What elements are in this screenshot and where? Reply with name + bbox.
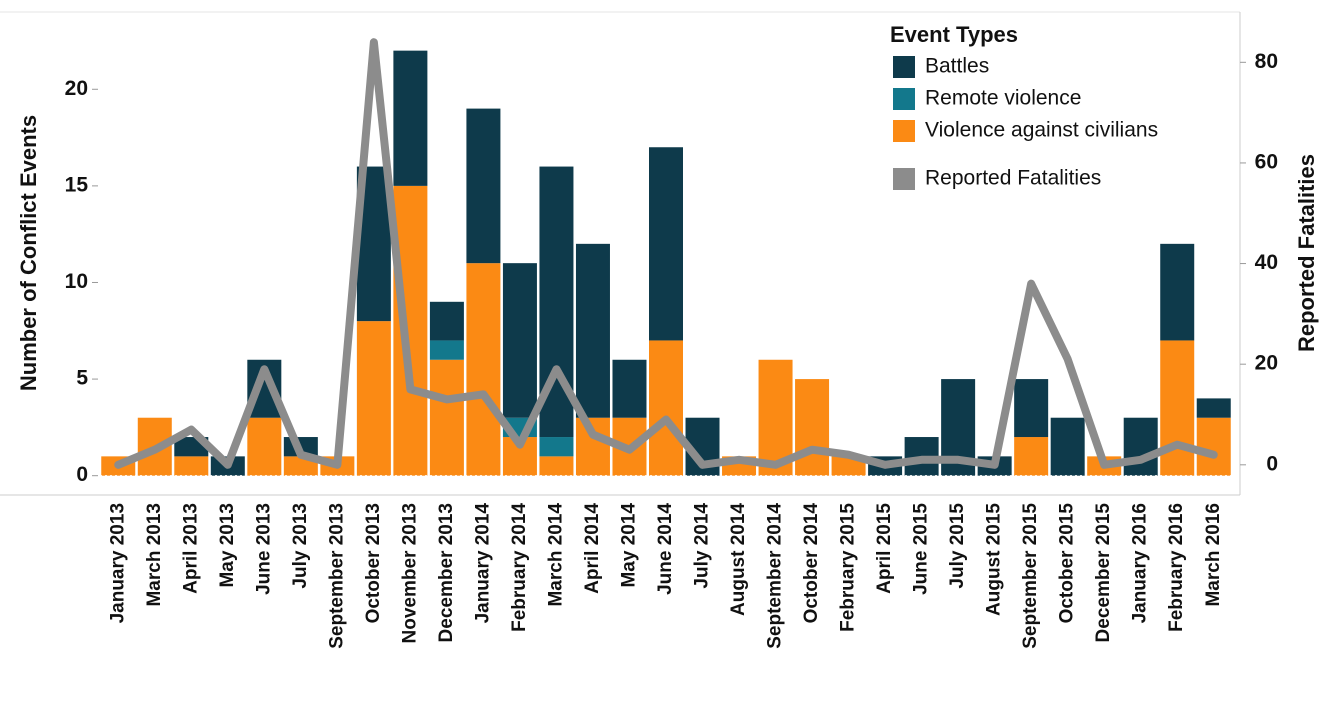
y-tick-label: 0 xyxy=(76,463,88,486)
bar-segment xyxy=(539,456,574,476)
bar-segment xyxy=(393,185,428,476)
legend-label: Battles xyxy=(925,55,989,78)
legend-label: Remote violence xyxy=(925,87,1081,110)
legend-swatch xyxy=(893,56,915,78)
x-tick-label: January 2014 xyxy=(472,503,493,624)
y2-tick-label: 0 xyxy=(1266,452,1278,475)
y2-tick-label: 20 xyxy=(1255,352,1278,375)
bar-segment xyxy=(174,456,209,476)
y-tick-label: 15 xyxy=(65,173,89,196)
y2-tick-label: 40 xyxy=(1255,251,1278,274)
x-tick-label: April 2013 xyxy=(180,503,201,594)
x-tick-label: June 2014 xyxy=(655,503,676,595)
y-tick-label: 10 xyxy=(65,270,88,293)
x-tick-label: September 2015 xyxy=(1020,503,1041,649)
x-tick-label: February 2014 xyxy=(509,503,530,632)
bar-segment xyxy=(649,147,683,341)
bar-segment xyxy=(429,340,464,360)
legend-label: Violence against civilians xyxy=(925,119,1158,142)
legend-label: Reported Fatalities xyxy=(925,167,1101,190)
x-tick-label: December 2015 xyxy=(1093,503,1114,643)
bar-segment xyxy=(466,108,501,264)
bar-segment xyxy=(1014,437,1049,476)
x-tick-label: November 2013 xyxy=(399,503,420,643)
x-tick-label: October 2015 xyxy=(1057,503,1078,624)
bar-segment xyxy=(466,263,501,476)
bar-segment xyxy=(539,437,574,457)
x-tick-label: January 2013 xyxy=(107,503,128,623)
x-tick-label: July 2015 xyxy=(947,503,968,589)
bar-segment xyxy=(1014,379,1049,438)
bar-segment xyxy=(575,417,610,476)
x-tick-label: June 2015 xyxy=(911,503,932,595)
bar-segment xyxy=(429,359,464,476)
legend-swatch xyxy=(893,120,915,142)
x-tick-label: October 2014 xyxy=(801,503,822,624)
x-tick-label: May 2014 xyxy=(618,503,639,588)
bar-segment xyxy=(1196,398,1231,418)
x-tick-label: July 2014 xyxy=(692,503,713,589)
y-tick-label: 20 xyxy=(65,77,88,100)
x-tick-label: February 2016 xyxy=(1166,503,1187,632)
y2-tick-label: 80 xyxy=(1255,50,1278,73)
fatalities-line xyxy=(114,38,1218,469)
x-tick-label: April 2014 xyxy=(582,503,603,594)
x-tick-label: December 2013 xyxy=(436,503,457,642)
bar-segment xyxy=(502,263,537,418)
bar-segment xyxy=(1123,417,1158,476)
x-tick-label: September 2013 xyxy=(326,503,347,649)
legend-swatch xyxy=(893,88,915,110)
x-tick-label: August 2014 xyxy=(728,503,749,616)
y-axis-title: Number of Conflict Events xyxy=(16,115,41,391)
bar-segment xyxy=(429,301,464,341)
bar-segment xyxy=(649,340,683,476)
bar-segment xyxy=(612,359,647,418)
y-tick-label: 5 xyxy=(76,367,88,390)
bar-segment xyxy=(1160,340,1195,476)
bar-segment xyxy=(1160,243,1195,341)
x-tick-label: October 2013 xyxy=(363,503,384,623)
x-tick-label: May 2013 xyxy=(217,503,238,588)
bar-segment xyxy=(1050,417,1085,476)
x-tick-label: April 2015 xyxy=(874,503,895,594)
bar-segment xyxy=(247,417,282,476)
x-tick-label: February 2015 xyxy=(838,503,859,632)
bar-segment xyxy=(356,321,391,476)
x-tick-label: March 2013 xyxy=(144,503,165,607)
legend-swatch xyxy=(893,168,915,190)
x-tick-label: March 2014 xyxy=(545,503,566,607)
x-tick-label: July 2013 xyxy=(290,503,311,589)
bar-segment xyxy=(393,50,428,186)
bar-segment xyxy=(575,243,610,418)
x-tick-label: September 2014 xyxy=(765,503,786,649)
legend-title: Event Types xyxy=(890,22,1018,47)
y2-tick-label: 60 xyxy=(1255,150,1278,173)
bar-segment xyxy=(795,379,830,476)
x-tick-label: June 2013 xyxy=(253,503,274,595)
x-tick-label: August 2015 xyxy=(984,503,1005,616)
y2-axis-title: Reported Fatalities xyxy=(1294,154,1319,352)
bar-segment xyxy=(1196,417,1231,476)
x-tick-label: March 2016 xyxy=(1203,503,1224,607)
x-tick-label: January 2016 xyxy=(1130,503,1151,623)
